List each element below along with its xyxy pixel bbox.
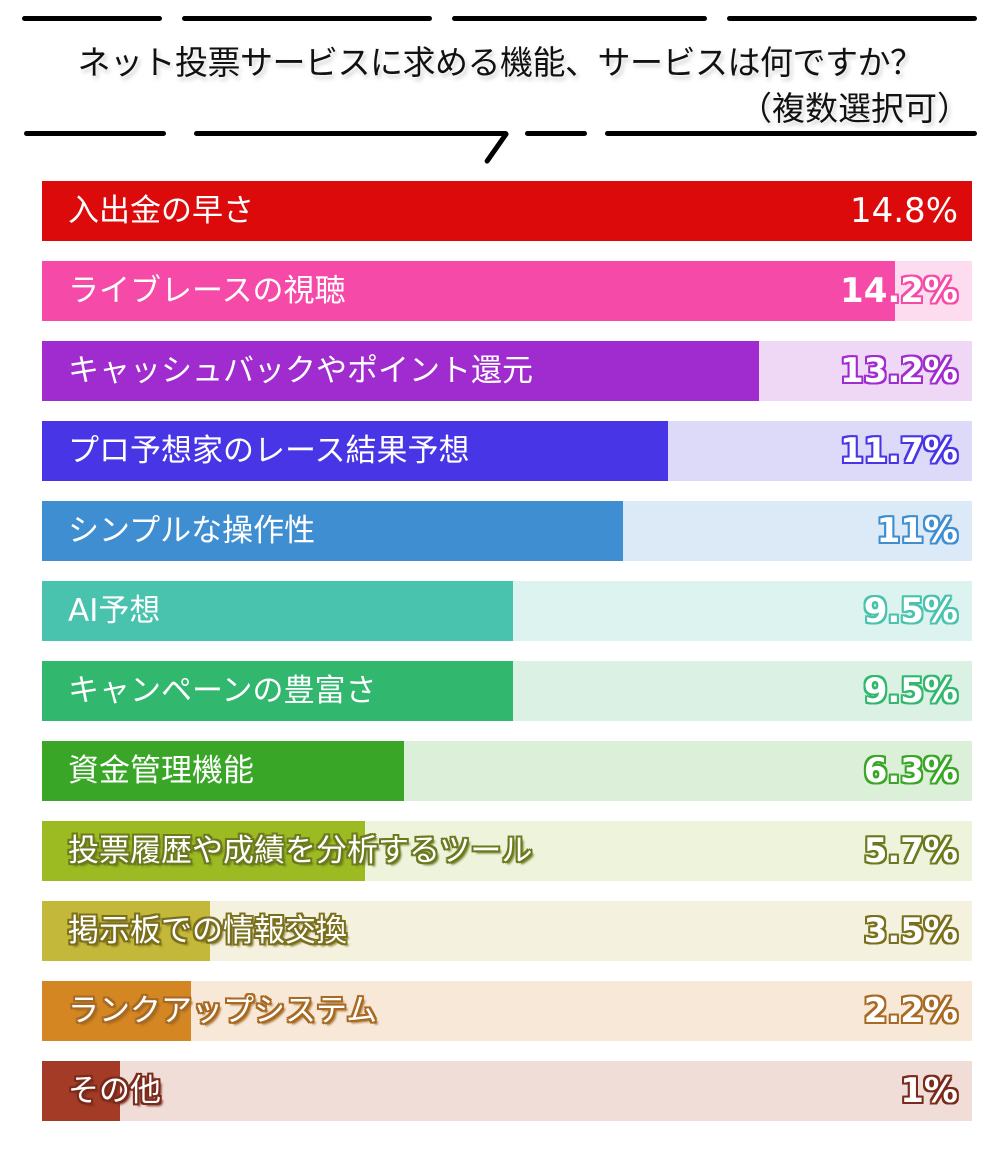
bar-value: 1% bbox=[900, 1071, 958, 1111]
frame-top-segment bbox=[22, 16, 162, 21]
bar-fill bbox=[42, 261, 895, 321]
frame-bottom-segment bbox=[194, 131, 508, 136]
bar-label: 資金管理機能 bbox=[68, 753, 254, 789]
bar-row: プロ予想家のレース結果予想 11.7% bbox=[42, 421, 972, 481]
bar-row: キャッシュバックやポイント還元 13.2% bbox=[42, 341, 972, 401]
bar-value: 13.2% bbox=[840, 351, 958, 391]
bar-label: AI予想 bbox=[68, 593, 161, 629]
bar-row: ライブレースの視聴 14.2% bbox=[42, 261, 972, 321]
bar-label: 投票履歴や成績を分析するツール bbox=[68, 833, 533, 869]
bar-label: シンプルな操作性 bbox=[68, 513, 316, 549]
bar-fill bbox=[42, 181, 972, 241]
bar-label: キャッシュバックやポイント還元 bbox=[68, 353, 533, 389]
frame-bottom-segment bbox=[24, 131, 166, 136]
bar-row: AI予想 9.5% bbox=[42, 581, 972, 641]
bar-value: 11% bbox=[876, 511, 958, 551]
bar-label: ランクアップシステム bbox=[68, 993, 378, 1029]
bar-row: 投票履歴や成績を分析するツール 5.7% bbox=[42, 821, 972, 881]
bar-fill bbox=[42, 981, 191, 1041]
frame-bottom-segment bbox=[525, 131, 587, 136]
bar-fill bbox=[42, 421, 668, 481]
bar-fill bbox=[42, 581, 513, 641]
bar-fill bbox=[42, 1061, 120, 1121]
bar-fill bbox=[42, 501, 623, 561]
bar-row: ランクアップシステム 2.2% bbox=[42, 981, 972, 1041]
bar-label: プロ予想家のレース結果予想 bbox=[68, 433, 470, 469]
bar-value: 14.8% bbox=[849, 191, 958, 231]
bar-label: キャンペーンの豊富さ bbox=[68, 673, 377, 709]
frame-top-segment bbox=[182, 16, 432, 21]
bar-row: その他 1% bbox=[42, 1061, 972, 1121]
bar-label: 掲示板での情報交換 bbox=[68, 913, 347, 949]
bar-value: 2.2% bbox=[863, 991, 958, 1031]
bar-label: その他 bbox=[68, 1073, 161, 1109]
bar-row: 掲示板での情報交換 3.5% bbox=[42, 901, 972, 961]
frame-top-segment bbox=[727, 16, 977, 21]
bar-row: キャンペーンの豊富さ 9.5% bbox=[42, 661, 972, 721]
bar-row: 入出金の早さ 14.8% bbox=[42, 181, 972, 241]
frame-top-segment bbox=[452, 16, 707, 21]
bar-value: 3.5% bbox=[863, 911, 958, 951]
bar-label: 入出金の早さ bbox=[68, 193, 254, 229]
bar-value: 9.5% bbox=[863, 591, 958, 631]
bar-row: 資金管理機能 6.3% bbox=[42, 741, 972, 801]
bar-label: ライブレースの視聴 bbox=[68, 273, 346, 309]
frame-bottom-segment bbox=[605, 131, 977, 136]
bar-value: 5.7% bbox=[863, 831, 958, 871]
bar-fill bbox=[42, 341, 759, 401]
bar-value: 9.5% bbox=[863, 671, 958, 711]
bar-fill bbox=[42, 901, 210, 961]
chart-subtitle: （複数選択可） bbox=[739, 89, 970, 128]
bar-value: 14.2% bbox=[840, 271, 958, 311]
bar-value: 11.7% bbox=[840, 431, 958, 471]
bar-row: シンプルな操作性 11% bbox=[42, 501, 972, 561]
chart-title: ネット投票サービスに求める機能、サービスは何ですか？ bbox=[77, 43, 924, 82]
bar-value: 6.3% bbox=[863, 751, 958, 791]
bar-fill bbox=[42, 741, 404, 801]
bar-fill bbox=[42, 661, 513, 721]
bar-fill bbox=[42, 821, 365, 881]
